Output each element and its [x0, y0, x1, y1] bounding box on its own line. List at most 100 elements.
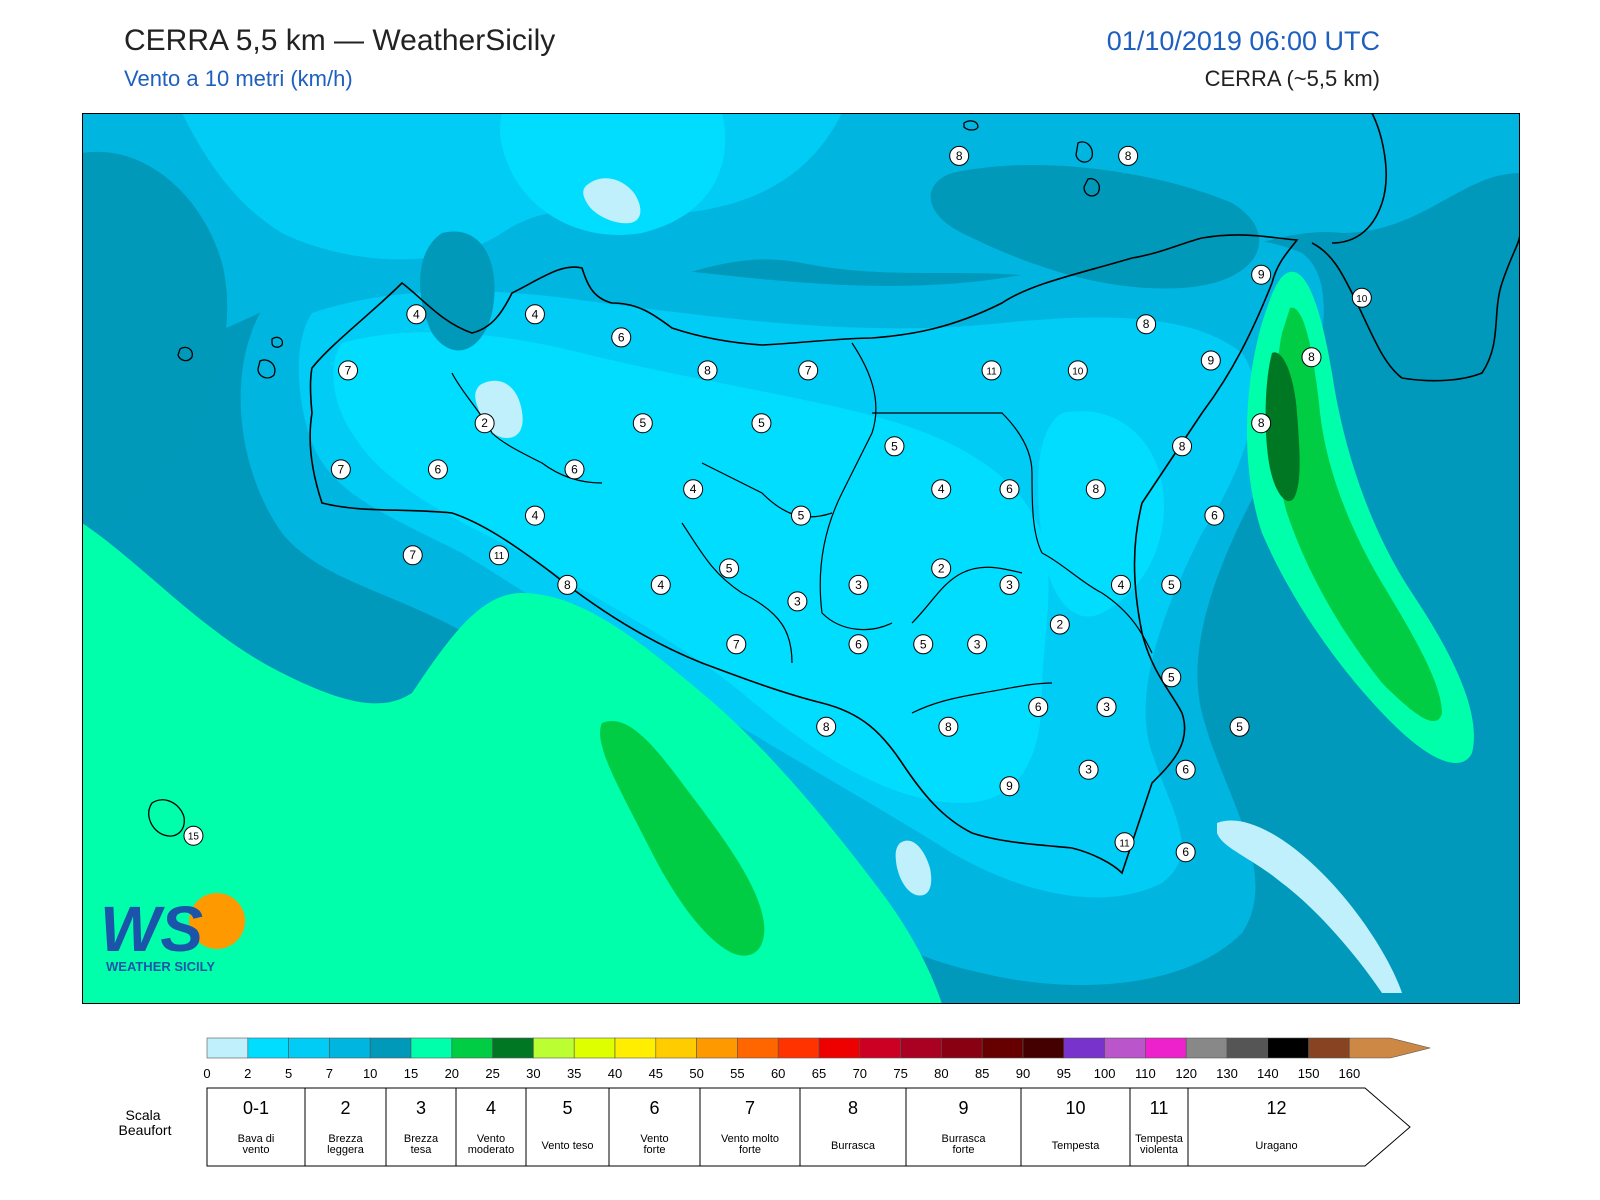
beaufort-box	[525, 1087, 610, 1167]
wind-label-marker	[1161, 574, 1182, 595]
wind-label-value: 8	[704, 363, 711, 377]
calm-streak-southeast	[1217, 820, 1402, 993]
beaufort-box	[304, 1087, 387, 1167]
wind-label-marker	[816, 716, 837, 737]
band-2-5-island	[333, 332, 1049, 803]
color-scale-segment	[818, 1037, 861, 1059]
color-scale-segment	[655, 1037, 697, 1059]
color-scale-segment	[941, 1037, 983, 1059]
beaufort-number: 6	[649, 1098, 659, 1118]
color-scale-tick-label: 85	[975, 1066, 989, 1081]
color-scale-segment	[1145, 1037, 1187, 1059]
wind-label-value: 7	[733, 637, 740, 651]
band-2-5-east	[1038, 411, 1164, 617]
wind-label-marker	[406, 304, 427, 325]
wind-label-value: 8	[1308, 350, 1315, 364]
color-scale-tick-label: 35	[567, 1066, 581, 1081]
color-scale-segment	[410, 1037, 453, 1059]
wind-label-value: 5	[920, 637, 927, 651]
color-scale-segment	[288, 1037, 330, 1059]
beaufort-box	[699, 1087, 801, 1167]
color-scale-tick-label: 55	[730, 1066, 744, 1081]
beaufort-number: 10	[1065, 1098, 1085, 1118]
wind-label-marker	[1049, 614, 1070, 635]
color-scale-segment	[777, 1037, 820, 1059]
wind-label-marker	[1175, 842, 1196, 863]
color-scale-tick-label: 160	[1339, 1066, 1361, 1081]
beaufort-description: Brezza tesa	[404, 1133, 439, 1156]
color-scale-segment	[573, 1037, 616, 1059]
beaufort-number: 8	[848, 1098, 858, 1118]
color-scale-segment	[1308, 1037, 1350, 1059]
map-title: CERRA 5,5 km — WeatherSicily	[124, 24, 556, 57]
wind-label-marker	[1204, 505, 1225, 526]
wind-label-value: 3	[855, 578, 862, 592]
color-scale-tick-label: 0	[203, 1066, 210, 1081]
wind-label-value: 9	[1006, 779, 1013, 793]
wind-label-value: 2	[481, 416, 488, 430]
wind-label-value: 6	[1182, 845, 1189, 859]
beaufort-box	[799, 1087, 907, 1167]
wind-label-marker	[1067, 360, 1088, 381]
beaufort-box	[206, 1087, 306, 1167]
wind-label-marker	[949, 145, 970, 166]
calm-patch-south	[895, 840, 932, 896]
wind-label-marker	[981, 360, 1002, 381]
forecast-datetime: 01/10/2019 06:00 UTC	[1106, 26, 1380, 56]
beaufort-description: Brezza leggera	[327, 1133, 365, 1156]
beaufort-description: Uragano	[1255, 1140, 1297, 1152]
beaufort-number: 5	[562, 1098, 572, 1118]
color-scale-segment	[1185, 1037, 1228, 1059]
beaufort-number: 3	[416, 1098, 426, 1118]
color-scale-ticks: 0 2 5 7 10 15 20 25 30 35 40 45 50 55 60 65 70 75 80 85 90 95…	[203, 1066, 1360, 1081]
color-scale-segment	[533, 1037, 575, 1059]
wind-label-marker	[474, 413, 495, 434]
color-scale-tick-label: 10	[363, 1066, 377, 1081]
wind-label-marker	[697, 360, 718, 381]
color-scale-tick-label: 25	[485, 1066, 499, 1081]
beaufort-number: 2	[340, 1098, 350, 1118]
color-scale-segment	[492, 1037, 534, 1059]
wind-label-value: 4	[413, 307, 420, 321]
wind-label-marker	[1251, 413, 1272, 434]
beaufort-box	[1020, 1087, 1131, 1167]
wind-label-marker	[726, 634, 747, 655]
wind-label-value: 3	[1006, 578, 1013, 592]
wind-label-marker	[848, 634, 869, 655]
wind-label-marker	[999, 776, 1020, 797]
wind-label-value: 4	[657, 578, 664, 592]
weathersicily-logo: WS WEATHER SICILY	[100, 893, 245, 974]
wind-label-value: 8	[1179, 439, 1186, 453]
wind-label-marker	[524, 505, 545, 526]
wind-label-value: 4	[938, 482, 945, 496]
wind-label-marker	[751, 413, 772, 434]
wind-label-value: 6	[571, 462, 578, 476]
wind-label-value: 6	[1211, 509, 1218, 523]
beaufort-box	[455, 1087, 527, 1167]
color-scale-segment	[614, 1037, 657, 1059]
band-25-30-ionian	[1265, 352, 1300, 502]
color-scale-tick-label: 90	[1016, 1066, 1030, 1081]
color-scale-segment	[247, 1037, 289, 1059]
beaufort-description: Bava di vento	[238, 1133, 275, 1156]
wind-label-value: 5	[758, 416, 765, 430]
wind-label-value: 4	[1118, 578, 1125, 592]
color-scale-tick-label: 5	[285, 1066, 292, 1081]
aeolian-islands	[963, 120, 1100, 197]
beaufort-description: Vento molto forte	[721, 1133, 779, 1156]
wind-label-value: 8	[823, 720, 830, 734]
wind-label-marker	[1251, 264, 1272, 285]
wind-label-marker	[524, 304, 545, 325]
wind-label-marker	[791, 505, 811, 526]
beaufort-description: Burrasca forte	[941, 1133, 986, 1156]
dark-patch-west	[82, 151, 228, 527]
color-scale-tick-label: 75	[893, 1066, 907, 1081]
wind-label-marker	[967, 634, 988, 655]
wind-label-marker	[1200, 350, 1221, 371]
wind-label-marker	[938, 716, 959, 737]
wind-label-value: 8	[1143, 317, 1150, 331]
wind-label-marker	[683, 479, 704, 500]
wind-label-value: 5	[891, 439, 898, 453]
wind-label-value: 15	[188, 832, 200, 843]
wind-label-value: 4	[532, 307, 539, 321]
